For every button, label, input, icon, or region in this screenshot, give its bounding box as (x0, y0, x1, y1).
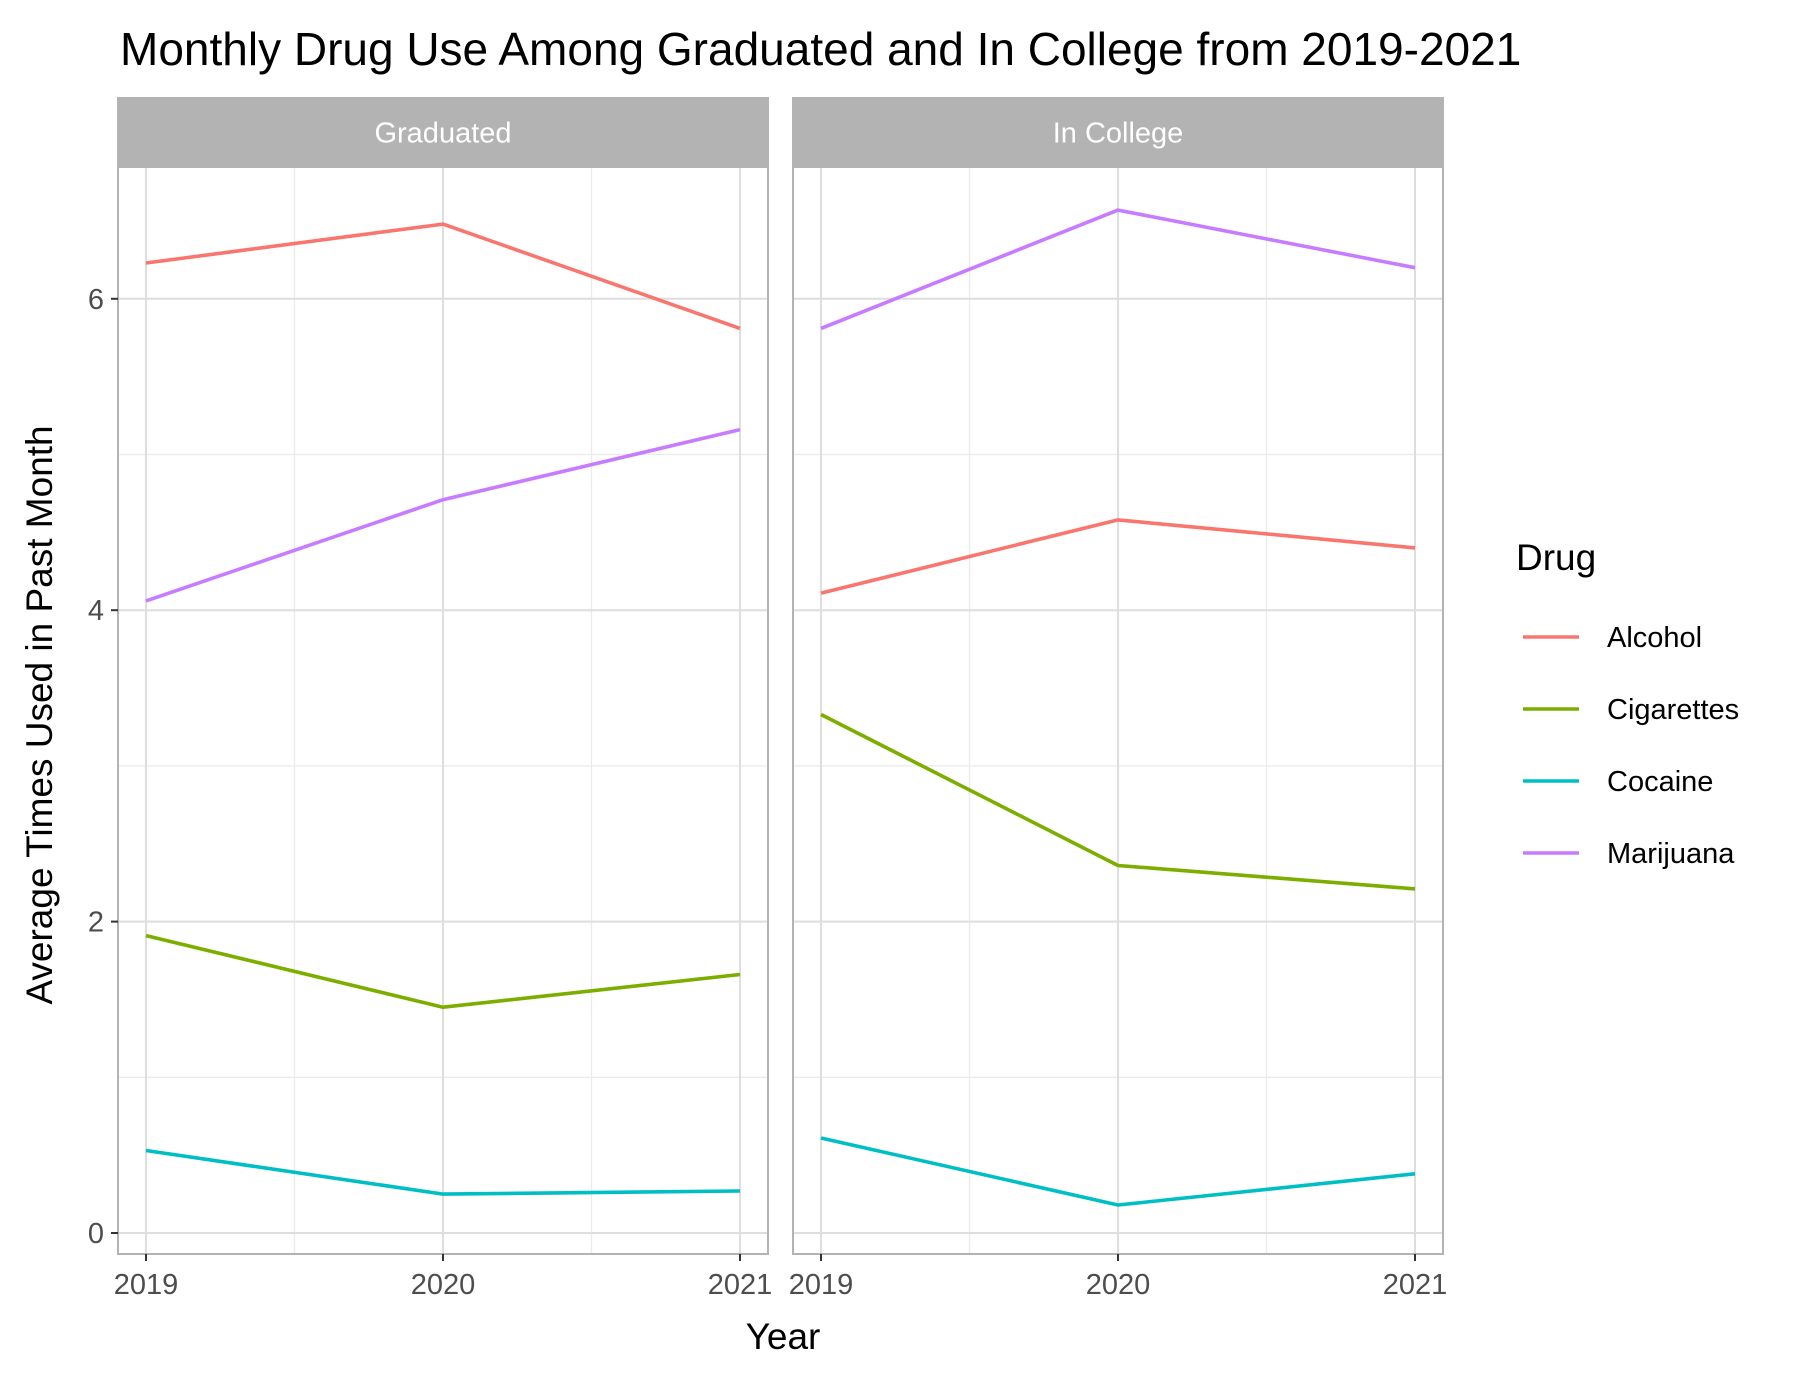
strip-background (792, 97, 1444, 168)
legend-entry-cigarettes: Cigarettes (1523, 694, 1739, 726)
strip-label: Graduated (374, 118, 511, 150)
legend: Drug Alcohol Cigarettes Cocaine Marijuana (1516, 537, 1739, 870)
facet-panels: Graduated 2019 2020 2021 0 2 4 6 In College 2019 2… (88, 97, 1448, 1301)
legend-entry-marijuana: Marijuana (1523, 838, 1735, 870)
series-line-marijuana (145, 427, 741, 603)
x-tick-label: 2020 (411, 1269, 476, 1301)
y-tick-label: 6 (88, 284, 104, 316)
x-axis-title: Year (746, 1316, 821, 1357)
legend-entry-cocaine: Cocaine (1523, 766, 1713, 798)
legend-entry-alcohol: Alcohol (1523, 622, 1702, 654)
series-line-alcohol (820, 518, 1416, 595)
legend-label: Alcohol (1607, 622, 1702, 654)
y-axis-title: Average Times Used in Past Month (19, 425, 60, 1004)
x-tick-label: 2020 (1086, 1269, 1151, 1301)
panel-in-college: In College 2019 2020 2021 (789, 97, 1448, 1301)
y-tick-label: 4 (88, 595, 104, 627)
legend-label: Cigarettes (1607, 694, 1739, 726)
legend-title: Drug (1516, 537, 1596, 578)
series-line-cigarettes (145, 933, 741, 1010)
series-line-cocaine (145, 1148, 741, 1196)
x-tick-label: 2021 (1383, 1269, 1448, 1301)
series-line-cocaine (820, 1136, 1416, 1207)
y-tick-label: 0 (88, 1218, 104, 1250)
series-line-alcohol (145, 222, 741, 331)
legend-label: Marijuana (1607, 838, 1735, 870)
x-tick-label: 2019 (789, 1269, 854, 1301)
strip-background (117, 97, 769, 168)
y-tick-label: 2 (88, 907, 104, 939)
x-tick-label: 2019 (114, 1269, 179, 1301)
series-line-marijuana (820, 208, 1416, 331)
series-line-cigarettes (820, 712, 1416, 891)
strip-label: In College (1053, 118, 1184, 150)
chart-title: Monthly Drug Use Among Graduated and In … (120, 23, 1521, 75)
legend-label: Cocaine (1607, 766, 1713, 798)
x-tick-label: 2021 (708, 1269, 773, 1301)
panel-graduated: Graduated 2019 2020 2021 0 2 4 6 (88, 97, 773, 1301)
legend-entries: Alcohol Cigarettes Cocaine Marijuana (1523, 622, 1739, 870)
